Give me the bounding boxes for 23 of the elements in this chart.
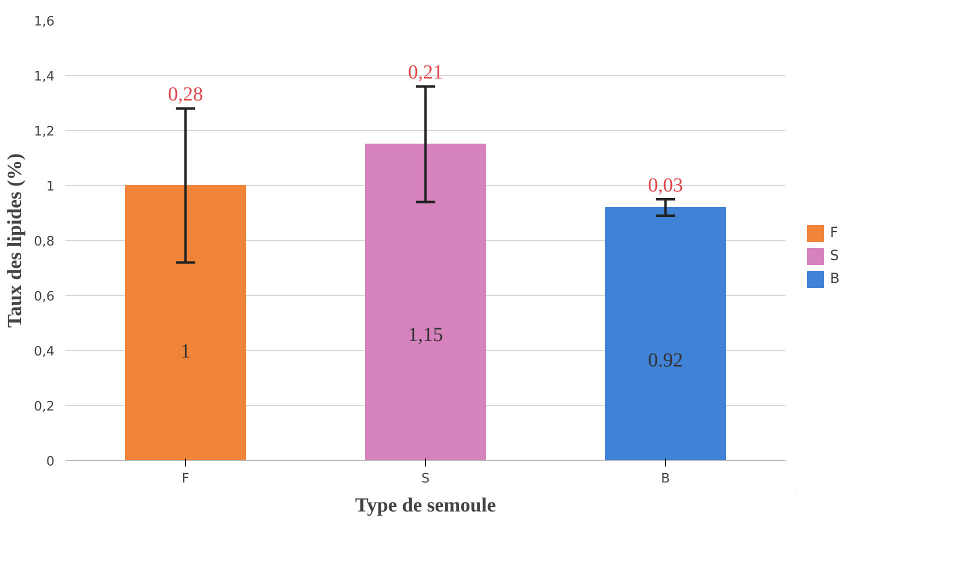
y-tick-label: 1,6: [34, 14, 55, 30]
y-tick-label: 0,4: [34, 344, 55, 360]
y-tick-label: 1,2: [34, 124, 55, 140]
annotation: 0,28: [168, 84, 203, 106]
x-axis-title: Type de semoule: [355, 494, 496, 516]
y-tick-label: 0: [46, 454, 55, 470]
data-label: 1,15: [408, 324, 443, 346]
data-label: 0.92: [648, 349, 683, 372]
y-tick-label: 0,2: [34, 400, 55, 414]
y-tick-label: 0,6: [34, 290, 55, 304]
legend-label: B: [830, 270, 841, 286]
x-tick-label: S: [421, 472, 430, 486]
annotation: 0,21: [408, 62, 443, 84]
x-tick-label: B: [661, 472, 670, 486]
x-tick-label: F: [182, 472, 190, 486]
y-tick-label: 1: [46, 180, 55, 194]
legend-label: F: [830, 224, 840, 240]
annotation: 0,03: [648, 174, 683, 196]
legend-label: S: [830, 248, 840, 264]
y-tick-label: 1,4: [34, 70, 55, 84]
y-tick-label: 0,8: [34, 234, 55, 250]
y-axis-title: Taux des lipides (%): [4, 153, 26, 328]
data-label: 1: [180, 340, 190, 362]
